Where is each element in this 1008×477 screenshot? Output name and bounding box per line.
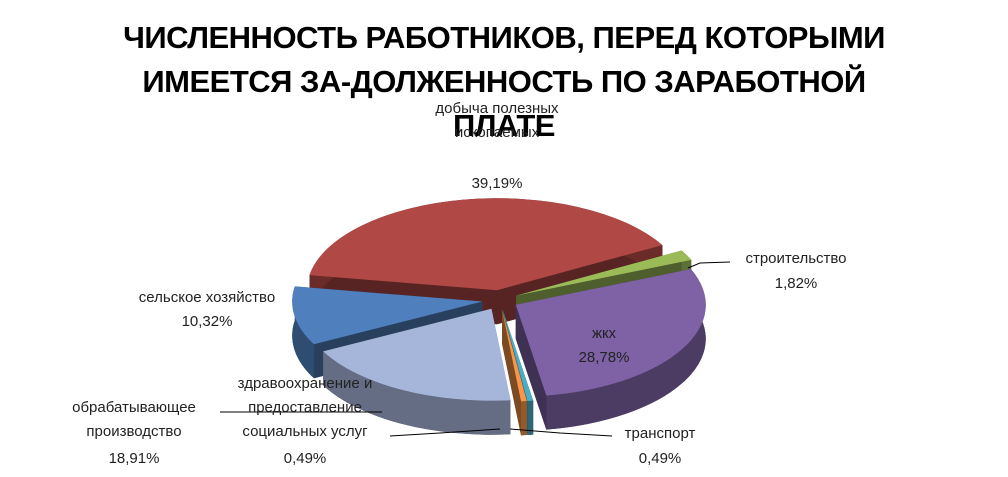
leader-line xyxy=(389,428,501,437)
slice xyxy=(515,269,706,396)
category-label: сельское хозяйство xyxy=(138,289,276,306)
leader-line xyxy=(687,261,731,269)
category-label: обрабатывающее производство xyxy=(72,399,196,440)
value-label: 39,19% xyxy=(471,175,523,192)
leader-line xyxy=(509,428,613,437)
slice xyxy=(516,250,692,296)
slice-side xyxy=(323,351,511,435)
slice-side xyxy=(546,269,706,430)
category-label: строительство xyxy=(745,250,847,267)
category-label: добыча полезных ископаемых xyxy=(435,100,559,141)
slices xyxy=(292,198,706,436)
value-label: 1,82% xyxy=(774,275,818,292)
value-label: 28,78% xyxy=(578,349,630,366)
slice-wall xyxy=(515,304,547,430)
category-label: жкх xyxy=(591,325,617,342)
slice xyxy=(292,286,483,345)
slice xyxy=(309,198,663,291)
leader-lines xyxy=(220,261,731,437)
slice-side xyxy=(527,400,534,436)
value-label: 10,32% xyxy=(181,313,233,330)
slice-group xyxy=(502,309,527,436)
chart-title: ЧИСЛЕННОСТЬ РАБОТНИКОВ, ПЕРЕД КОТОРЫМИ И… xyxy=(123,20,885,143)
value-label: 18,91% xyxy=(108,450,160,467)
category-label: здравоохранение и предоставление социаль… xyxy=(237,375,373,440)
slice-side xyxy=(521,401,527,436)
slice xyxy=(323,308,511,401)
value-label: 0,49% xyxy=(283,450,327,467)
slice-side xyxy=(292,286,314,379)
slice-group xyxy=(515,269,706,430)
slice xyxy=(502,309,527,402)
slice xyxy=(502,309,534,402)
slice-wall xyxy=(502,309,522,436)
category-label: транспорт xyxy=(624,425,696,442)
value-label: 0,49% xyxy=(638,450,682,467)
